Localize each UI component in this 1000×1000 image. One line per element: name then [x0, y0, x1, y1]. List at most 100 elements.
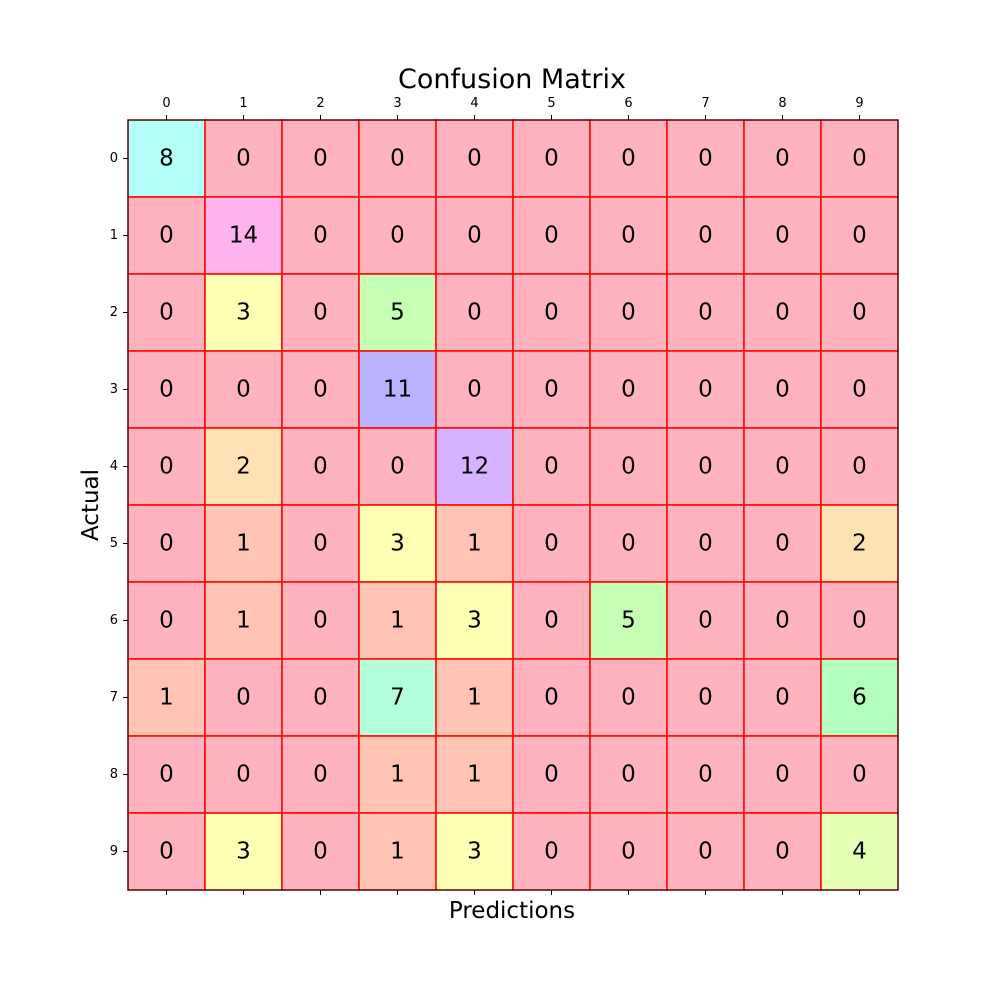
cell-value: 0: [544, 608, 559, 634]
cell-value: 0: [544, 454, 559, 480]
heatmap-cell: [820, 350, 899, 429]
heatmap-cell: [127, 581, 206, 660]
heatmap-cell: [358, 658, 437, 737]
cell-value: 6: [852, 685, 867, 711]
heatmap-cell: [204, 273, 283, 352]
cell-value: 0: [698, 608, 713, 634]
cell-value: 0: [852, 454, 867, 480]
cell-value: 0: [698, 223, 713, 249]
heatmap-cell: [589, 273, 668, 352]
heatmap-cell: [589, 735, 668, 814]
cell-value: 0: [313, 146, 328, 172]
heatmap-cell: [666, 581, 745, 660]
x-tick-label: 3: [393, 96, 401, 111]
heatmap-cell: [127, 812, 206, 891]
cell-value: 0: [621, 685, 636, 711]
x-tick-label: 1: [239, 96, 247, 111]
cell-value: 0: [621, 146, 636, 172]
heatmap-cell: [589, 427, 668, 506]
cell-value: 11: [383, 377, 412, 403]
cell-value: 1: [390, 839, 405, 865]
cell-value: 0: [621, 223, 636, 249]
cell-value: 0: [852, 300, 867, 326]
heatmap-cell: [666, 658, 745, 737]
cell-value: 0: [852, 223, 867, 249]
heatmap-cell: [743, 812, 822, 891]
cell-value: 0: [313, 839, 328, 865]
cell-value: 0: [775, 300, 790, 326]
heatmap-cell: [589, 658, 668, 737]
heatmap-cell: [743, 350, 822, 429]
cell-value: 0: [852, 146, 867, 172]
heatmap-cell: [666, 196, 745, 275]
cell-value: 0: [236, 146, 251, 172]
cell-value: 0: [313, 608, 328, 634]
cell-value: 3: [467, 839, 482, 865]
cell-value: 0: [544, 685, 559, 711]
cell-value: 0: [467, 377, 482, 403]
heatmap-cell: [358, 504, 437, 583]
heatmap-cell: [204, 735, 283, 814]
heatmap-cell: [204, 427, 283, 506]
cell-value: 0: [621, 300, 636, 326]
y-tick-label: 7: [110, 690, 118, 705]
heatmap-cell: [281, 427, 360, 506]
cell-value: 1: [467, 531, 482, 557]
cell-value: 0: [698, 531, 713, 557]
heatmap-cell: [204, 119, 283, 198]
heatmap-cell: [281, 658, 360, 737]
heatmap-cell: [666, 273, 745, 352]
cell-value: 7: [390, 685, 405, 711]
heatmap-cell: [127, 119, 206, 198]
cell-value: 0: [775, 608, 790, 634]
x-tick-label: 0: [162, 96, 170, 111]
cell-value: 0: [621, 377, 636, 403]
x-tick-label: 2: [316, 96, 324, 111]
cell-value: 0: [313, 531, 328, 557]
heatmap-cell: [589, 581, 668, 660]
cell-value: 3: [236, 839, 251, 865]
heatmap-cell: [743, 581, 822, 660]
cell-value: 0: [775, 685, 790, 711]
cell-value: 1: [159, 685, 174, 711]
heatmap-cell: [512, 427, 591, 506]
cell-value: 0: [775, 146, 790, 172]
heatmap-cell: [435, 658, 514, 737]
chart-title: Confusion Matrix: [398, 64, 626, 95]
x-tick-label: 9: [855, 96, 863, 111]
cell-value: 2: [236, 454, 251, 480]
heatmap-cell: [666, 812, 745, 891]
cell-value: 0: [313, 223, 328, 249]
cell-value: 0: [544, 146, 559, 172]
cell-value: 0: [544, 531, 559, 557]
heatmap-cell: [512, 504, 591, 583]
heatmap-cell: [127, 273, 206, 352]
y-tick-label: 9: [110, 844, 118, 859]
cell-value: 0: [544, 377, 559, 403]
heatmap-cells: [127, 119, 899, 891]
cell-value: 1: [467, 762, 482, 788]
y-axis-ticks: 0 1 2 3 4 5 6 7 8 9: [110, 151, 128, 859]
cell-value: 0: [544, 762, 559, 788]
heatmap-cell: [358, 735, 437, 814]
cell-value: 0: [159, 454, 174, 480]
heatmap-cell: [435, 812, 514, 891]
heatmap-cell: [435, 427, 514, 506]
cell-value: 0: [313, 377, 328, 403]
y-tick-label: 3: [110, 382, 118, 397]
cell-value: 0: [159, 608, 174, 634]
cell-value: 0: [313, 454, 328, 480]
heatmap-cell: [666, 735, 745, 814]
cell-value: 0: [390, 146, 405, 172]
cell-value: 3: [236, 300, 251, 326]
cell-value: 0: [775, 223, 790, 249]
y-tick-label: 2: [110, 305, 118, 320]
heatmap-cell: [204, 658, 283, 737]
heatmap-cell: [743, 273, 822, 352]
cell-value: 1: [390, 762, 405, 788]
y-tick-label: 0: [110, 151, 118, 166]
cell-value: 5: [621, 608, 636, 634]
cell-value: 0: [775, 762, 790, 788]
cell-value: 0: [236, 685, 251, 711]
